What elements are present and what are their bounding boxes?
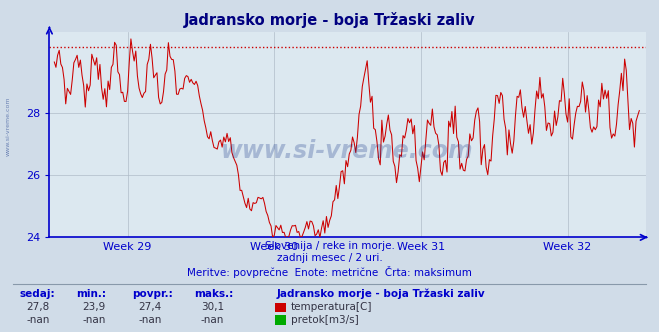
Text: maks.:: maks.: <box>194 289 234 299</box>
Text: temperatura[C]: temperatura[C] <box>291 302 372 312</box>
Text: zadnji mesec / 2 uri.: zadnji mesec / 2 uri. <box>277 253 382 263</box>
Text: -nan: -nan <box>26 315 49 325</box>
Text: pretok[m3/s]: pretok[m3/s] <box>291 315 358 325</box>
Text: Jadransko morje - boja Tržaski zaliv: Jadransko morje - boja Tržaski zaliv <box>277 289 486 299</box>
Text: povpr.:: povpr.: <box>132 289 173 299</box>
Text: Slovenija / reke in morje.: Slovenija / reke in morje. <box>264 241 395 251</box>
Text: min.:: min.: <box>76 289 106 299</box>
Text: 30,1: 30,1 <box>201 302 224 312</box>
Text: www.si-vreme.com: www.si-vreme.com <box>221 139 474 163</box>
Text: www.si-vreme.com: www.si-vreme.com <box>5 96 11 156</box>
Text: -nan: -nan <box>82 315 105 325</box>
Text: 27,4: 27,4 <box>138 302 161 312</box>
Text: sedaj:: sedaj: <box>20 289 55 299</box>
Text: Meritve: povprečne  Enote: metrične  Črta: maksimum: Meritve: povprečne Enote: metrične Črta:… <box>187 266 472 278</box>
Text: Jadransko morje - boja Tržaski zaliv: Jadransko morje - boja Tržaski zaliv <box>184 12 475 28</box>
Text: -nan: -nan <box>138 315 161 325</box>
Text: 27,8: 27,8 <box>26 302 49 312</box>
Text: 23,9: 23,9 <box>82 302 105 312</box>
Text: -nan: -nan <box>201 315 224 325</box>
